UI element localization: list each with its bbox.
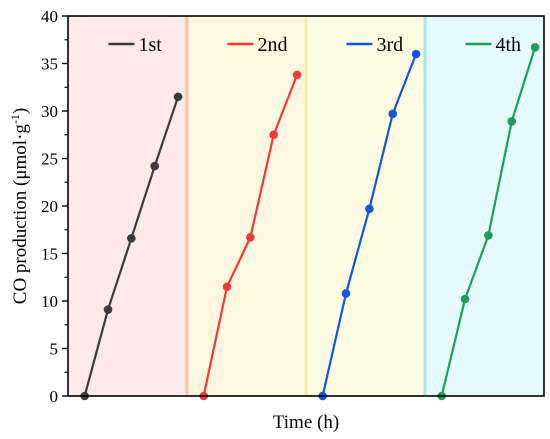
data-point — [246, 233, 255, 242]
data-point — [484, 231, 493, 240]
data-point — [103, 305, 113, 314]
data-point — [222, 282, 232, 292]
cycle-band-2 — [187, 16, 306, 396]
legend-label-1st: 1st — [138, 34, 162, 56]
y-tick-label: 40 — [41, 7, 58, 26]
data-point — [341, 289, 351, 298]
data-point — [127, 234, 136, 243]
legend-label-4th: 4th — [495, 34, 521, 56]
data-point — [460, 294, 470, 304]
y-tick-label: 20 — [41, 197, 58, 216]
y-axis-title-main: CO production (μmol·g — [10, 124, 31, 305]
cycle-band-1 — [68, 16, 187, 396]
data-point — [150, 161, 160, 171]
cycle-band-3 — [306, 16, 425, 396]
legend-label-3rd: 3rd — [376, 34, 403, 56]
data-point — [365, 204, 374, 214]
y-tick-label: 15 — [41, 245, 58, 264]
data-point — [411, 49, 421, 59]
y-axis-title-superscript: -1 — [8, 114, 22, 124]
y-tick-label: 35 — [41, 55, 58, 74]
series-1st — [80, 92, 183, 401]
y-tick-label: 30 — [41, 102, 58, 121]
y-tick-label: 5 — [50, 340, 59, 359]
plot-frame — [67, 15, 545, 397]
y-tick-label: 25 — [41, 150, 58, 169]
cycle-separators — [185, 16, 427, 396]
data-point — [269, 130, 279, 140]
x-axis-title: Time (h) — [273, 412, 339, 433]
legend-label-2nd: 2nd — [257, 34, 287, 56]
y-tick-label: 10 — [41, 292, 58, 311]
series-layer — [80, 43, 540, 401]
data-point — [292, 70, 302, 80]
y-axis-title: CO production (μmol·g-1) — [8, 108, 31, 304]
data-point — [173, 92, 183, 102]
data-point — [388, 109, 398, 119]
y-axis-ticks: 0 5 10 15 20 25 30 35 40 — [41, 7, 68, 406]
series-3rd — [318, 49, 421, 401]
series-2nd — [199, 70, 302, 401]
y-tick-label: 0 — [50, 387, 59, 406]
y-axis-title-close: ) — [10, 108, 31, 114]
legend: 1st 2nd 3rd 4th — [108, 34, 521, 56]
data-point — [530, 43, 540, 52]
data-point — [507, 117, 517, 126]
